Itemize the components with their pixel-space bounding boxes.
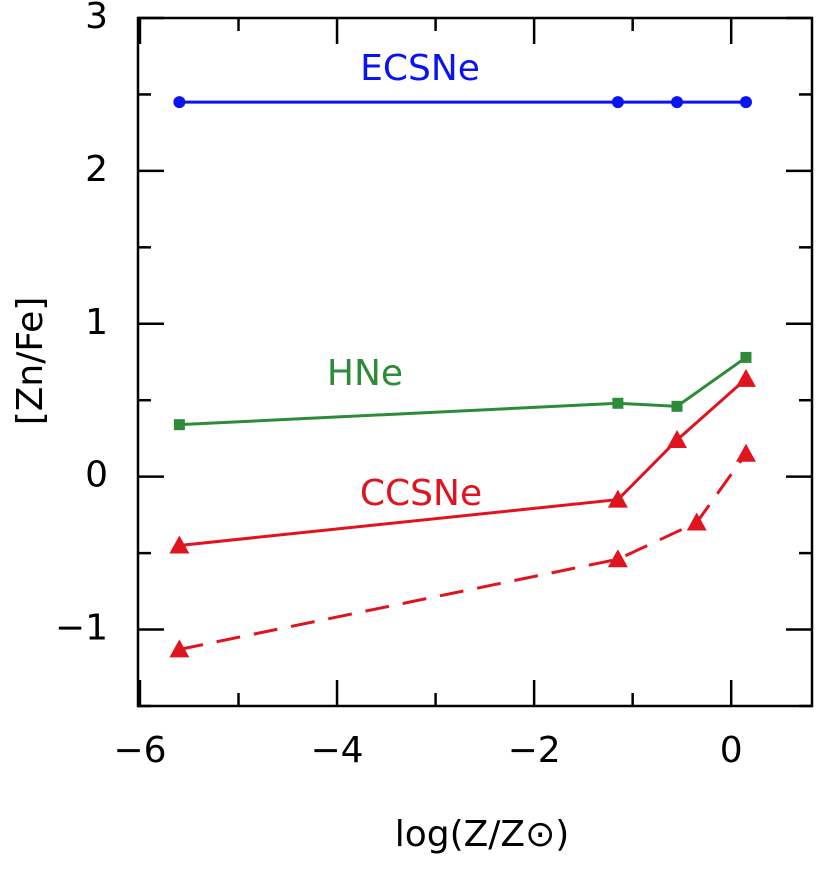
point [173,419,185,431]
series-label: ECSNe [360,48,480,89]
x-tick-label: −6 [113,730,166,771]
y-tick-label: −1 [55,608,108,649]
point [169,639,190,658]
x-tick-label: −2 [508,730,561,771]
series-line [179,356,747,427]
series-label: HNe [327,353,403,394]
x-tick-label: −4 [311,730,364,771]
point [611,96,624,109]
y-axis-label: [Zn/Fe] [10,297,51,426]
series-line [179,452,748,651]
y-tick-label: 0 [85,455,108,496]
series-line [179,377,747,547]
point [169,535,190,554]
y-tick-label: 3 [85,0,108,37]
plot-frame [136,16,814,708]
y-tick-label: 1 [85,302,108,343]
series-label: CCSNe [360,473,482,514]
point [735,368,756,387]
point [686,512,707,531]
x-tick-label: 0 [720,730,743,771]
point [735,443,756,462]
point [671,96,684,109]
x-axis-label: log(Z/Z⊙) [395,814,570,855]
point [671,400,683,412]
point [739,96,752,109]
y-tick-label: 2 [85,149,108,190]
point [667,429,688,448]
point [612,397,624,409]
point [173,96,186,109]
point [607,489,628,508]
point [607,549,628,568]
point [740,351,752,363]
